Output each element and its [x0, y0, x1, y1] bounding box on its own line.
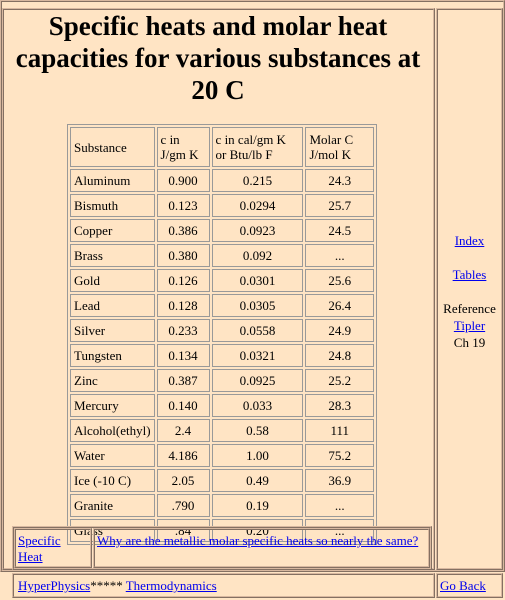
tables-link[interactable]: Tables [452, 267, 487, 282]
bottom-right-cell: Why are the metallic molar specific heat… [93, 528, 430, 568]
table-cell: Gold [70, 269, 155, 292]
table-row: Copper 0.386 0.0923 24.5 [70, 219, 374, 242]
table-cell: 0.49 [211, 469, 304, 492]
bottom-left-cell: Specific Heat [14, 528, 92, 568]
main-frame [0, 0, 505, 572]
table-cell: 4.186 [156, 444, 210, 467]
table-cell: 24.5 [305, 219, 374, 242]
table-row: Ice (-10 C) 2.05 0.49 36.9 [70, 469, 374, 492]
table-cell: 0.0558 [211, 319, 304, 342]
table-row: Bismuth 0.123 0.0294 25.7 [70, 194, 374, 217]
table-cell: Water [70, 444, 155, 467]
table-row: Alcohol(ethyl) 2.4 0.58 111 [70, 419, 374, 442]
table-cell: 0.233 [156, 319, 210, 342]
footer-left: HyperPhysics***** Thermodynamics [12, 573, 435, 598]
table-cell: Lead [70, 294, 155, 317]
table-cell: Granite [70, 494, 155, 517]
table-row: Silver 0.233 0.0558 24.9 [70, 319, 374, 342]
section-link[interactable]: Thermodynamics [125, 578, 217, 593]
table-row: Mercury 0.140 0.033 28.3 [70, 394, 374, 417]
table-cell: 0.387 [156, 369, 210, 392]
table-row: Tungsten 0.134 0.0321 24.8 [70, 344, 374, 367]
specific-heat-link[interactable]: Specific Heat [18, 533, 61, 564]
tipler-link[interactable]: Tipler [453, 318, 486, 333]
table-cell: 0.140 [156, 394, 210, 417]
table-cell: 0.900 [156, 169, 210, 192]
header-cell: Substance [70, 127, 155, 167]
bottom-box [12, 526, 432, 570]
header-cell: c in J/gm K [156, 127, 210, 167]
table-cell: 0.386 [156, 219, 210, 242]
table-cell: 111 [305, 419, 374, 442]
home-link[interactable]: HyperPhysics [18, 578, 91, 593]
stars: ***** [90, 578, 123, 593]
table-cell: Bismuth [70, 194, 155, 217]
table-cell: 0.126 [156, 269, 210, 292]
table-cell: 0.215 [211, 169, 304, 192]
header-cell: Molar C J/mol K [305, 127, 374, 167]
table-cell: Alcohol(ethyl) [70, 419, 155, 442]
table-cell: 0.128 [156, 294, 210, 317]
back-link[interactable]: Go Back [440, 578, 486, 593]
header-cell: c in cal/gm K or Btu/lb F [211, 127, 304, 167]
table-row: Gold 0.126 0.0301 25.6 [70, 269, 374, 292]
page-title: Specific heats and molar heat capacities… [15, 11, 421, 105]
table-cell: 0.0305 [211, 294, 304, 317]
table-cell: 25.6 [305, 269, 374, 292]
reference-label: Reference [443, 301, 496, 316]
question-link[interactable]: Why are the metallic molar specific heat… [97, 533, 419, 548]
table-cell: 75.2 [305, 444, 374, 467]
table-cell: Ice (-10 C) [70, 469, 155, 492]
sidebar: Index Tables Reference Tipler Ch 19 [436, 230, 503, 351]
table-cell: 2.05 [156, 469, 210, 492]
table-cell: 0.092 [211, 244, 304, 267]
footer-right: Go Back [436, 573, 503, 598]
table-cell: .790 [156, 494, 210, 517]
table-cell: Brass [70, 244, 155, 267]
chapter-label: Ch 19 [453, 335, 486, 350]
table-cell: 28.3 [305, 394, 374, 417]
table-cell: 24.3 [305, 169, 374, 192]
table-cell: ... [305, 519, 374, 542]
table-cell: Aluminum [70, 169, 155, 192]
table-cell: ... [305, 494, 374, 517]
table-cell: 0.380 [156, 244, 210, 267]
table-row: Granite .790 0.19... [70, 494, 374, 517]
table-cell: Copper [70, 219, 155, 242]
table-cell: 1.00 [211, 444, 304, 467]
table-row: Lead 0.128 0.0305 26.4 [70, 294, 374, 317]
table-cell: 24.9 [305, 319, 374, 342]
table-cell: Silver [70, 319, 155, 342]
index-link[interactable]: Index [454, 233, 485, 248]
table-cell: 25.7 [305, 194, 374, 217]
table-cell: Tungsten [70, 344, 155, 367]
table-cell: 0.123 [156, 194, 210, 217]
table-row: Aluminum 0.900 0.215 24.3 [70, 169, 374, 192]
table-cell: Zinc [70, 369, 155, 392]
table-cell: 36.9 [305, 469, 374, 492]
table-cell: 0.033 [211, 394, 304, 417]
table-row: Zinc 0.387 0.0925 25.2 [70, 369, 374, 392]
table-cell: 25.2 [305, 369, 374, 392]
side-cell [436, 8, 503, 570]
table-cell: 0.0925 [211, 369, 304, 392]
table-cell: 2.4 [156, 419, 210, 442]
table-cell: 0.0294 [211, 194, 304, 217]
table-cell: 0.0923 [211, 219, 304, 242]
table-cell: 0.134 [156, 344, 210, 367]
table-cell: 26.4 [305, 294, 374, 317]
table-cell: 0.19 [211, 494, 304, 517]
table-cell: ... [305, 244, 374, 267]
table-cell: 0.0321 [211, 344, 304, 367]
table-cell: 24.8 [305, 344, 374, 367]
table-row: Water 4.186 1.00 75.2 [70, 444, 374, 467]
table-cell: 0.58 [211, 419, 304, 442]
table-cell: Mercury [70, 394, 155, 417]
table-row: Brass 0.380 0.092... [70, 244, 374, 267]
table-cell: 0.0301 [211, 269, 304, 292]
